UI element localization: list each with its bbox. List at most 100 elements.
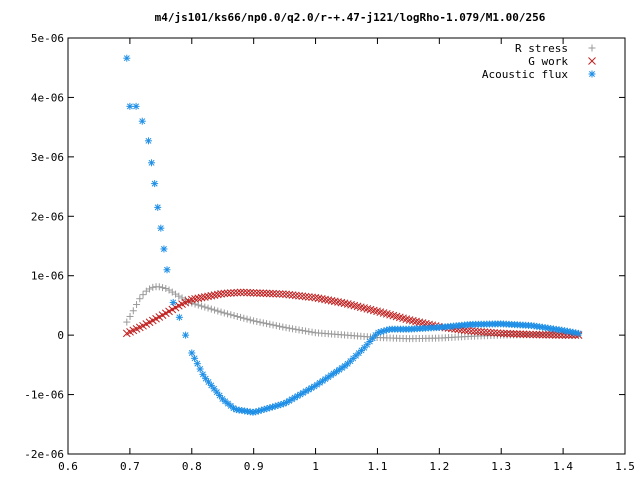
data-point-g-work (324, 296, 333, 305)
data-point-g-work (217, 290, 225, 298)
data-point-g-work (334, 298, 342, 306)
data-point-r-stress (155, 283, 163, 291)
data-point-acoustic-flux (132, 102, 140, 110)
data-point-g-work (191, 295, 199, 303)
data-point-g-work (321, 295, 329, 304)
plot-frame (67, 37, 626, 455)
data-point-g-work (259, 289, 268, 298)
data-point-g-work (535, 330, 544, 339)
data-point-g-work (230, 288, 238, 297)
data-point-g-work (236, 288, 245, 297)
data-point-r-stress (224, 310, 232, 318)
legend-label-acoustic-flux: Acoustic flux (482, 68, 568, 81)
data-point-g-work (298, 292, 307, 301)
data-point-r-stress (292, 325, 300, 333)
chart-axes: 0.6 0.7 0.8 0.9 1 1.1 1.2 1.3 1.4 1.5 -2e-06 -1e-06… (24, 32, 635, 473)
data-point-r-stress (256, 318, 264, 326)
data-point-acoustic-flux (163, 266, 171, 274)
data-point-g-work (340, 299, 349, 308)
data-point-g-work (252, 289, 261, 297)
data-point-g-work (496, 329, 505, 338)
data-point-r-stress (246, 316, 254, 324)
data-point-r-stress (285, 324, 293, 332)
data-point-g-work (272, 289, 281, 298)
data-point-acoustic-flux (151, 180, 159, 188)
data-point-acoustic-flux (188, 349, 196, 357)
x-tick-label: 1.4 (553, 460, 573, 473)
data-point-g-work (529, 330, 537, 339)
data-point-g-work (490, 328, 498, 337)
y-tick-label: 3e-06 (31, 151, 64, 164)
data-point-r-stress (298, 326, 306, 334)
chart-title: m4/js101/ks66/np0.0/q2.0/r-+.47-j121/log… (155, 11, 546, 24)
data-point-g-work (249, 289, 258, 297)
data-point-g-work (470, 327, 479, 336)
data-point-r-stress (308, 328, 316, 336)
data-point-g-work (243, 288, 251, 297)
data-point-acoustic-flux (193, 360, 201, 368)
data-point-r-stress (178, 294, 186, 302)
data-point-g-work (542, 330, 550, 339)
data-point-r-stress (162, 284, 170, 292)
data-point-acoustic-flux (196, 365, 204, 373)
data-point-g-work (308, 293, 316, 302)
data-point-acoustic-flux (575, 329, 583, 337)
data-point-g-work (269, 289, 277, 298)
data-point-g-work (282, 290, 290, 299)
data-point-g-work (187, 295, 196, 304)
data-point-g-work (239, 288, 248, 297)
data-point-r-stress (237, 313, 245, 321)
data-point-g-work (311, 293, 320, 302)
data-point-acoustic-flux (157, 224, 165, 232)
data-point-g-work (548, 331, 557, 339)
data-point-acoustic-flux (299, 389, 307, 397)
data-point-g-work (295, 291, 303, 300)
y-tick-label: 4e-06 (31, 91, 64, 104)
data-point-acoustic-flux (199, 370, 207, 378)
data-point-r-stress (305, 328, 313, 336)
data-point-r-stress (295, 326, 303, 334)
data-point-r-stress (250, 317, 258, 325)
data-point-g-work (285, 290, 294, 299)
data-point-r-stress (211, 306, 219, 314)
data-point-g-work (330, 297, 339, 306)
data-point-acoustic-flux (126, 102, 134, 110)
data-point-r-stress (149, 283, 157, 291)
data-point-acoustic-flux (160, 245, 168, 253)
y-tick-label: -2e-06 (24, 448, 64, 461)
legend-marker-acoustic-flux (588, 70, 596, 78)
data-point-r-stress (188, 299, 196, 307)
data-point-g-work (483, 328, 492, 337)
data-point-r-stress (253, 318, 261, 326)
data-point-r-stress (217, 308, 225, 316)
data-point-g-work (246, 288, 255, 297)
data-point-acoustic-flux (148, 159, 156, 167)
data-point-r-stress (279, 323, 287, 331)
data-point-r-stress (136, 295, 144, 303)
legend-label-r-stress: R stress (515, 42, 568, 55)
data-point-g-work (317, 295, 326, 303)
data-point-g-work (551, 331, 560, 339)
data-point-g-work (477, 327, 485, 336)
x-tick-label: 1.5 (615, 460, 635, 473)
data-point-g-work (304, 293, 313, 301)
data-point-r-stress (175, 292, 183, 300)
data-point-r-stress (220, 309, 228, 317)
data-point-g-work (522, 330, 531, 339)
data-point-g-work (291, 291, 300, 300)
data-point-g-work (525, 330, 534, 339)
y-tick-label: 0 (57, 329, 64, 342)
data-point-r-stress (139, 291, 147, 299)
x-tick-label: 1.3 (491, 460, 511, 473)
data-point-g-work (327, 296, 336, 305)
data-point-g-work (194, 294, 203, 303)
data-point-r-stress (243, 315, 251, 323)
y-tick-label: 1e-06 (31, 270, 64, 283)
data-point-r-stress (230, 312, 238, 320)
data-point-r-stress (272, 322, 280, 330)
data-point-g-work (213, 290, 222, 299)
y-tick-label: -1e-06 (24, 389, 64, 402)
x-tick-label: 0.6 (58, 460, 78, 473)
data-point-r-stress (129, 307, 137, 315)
